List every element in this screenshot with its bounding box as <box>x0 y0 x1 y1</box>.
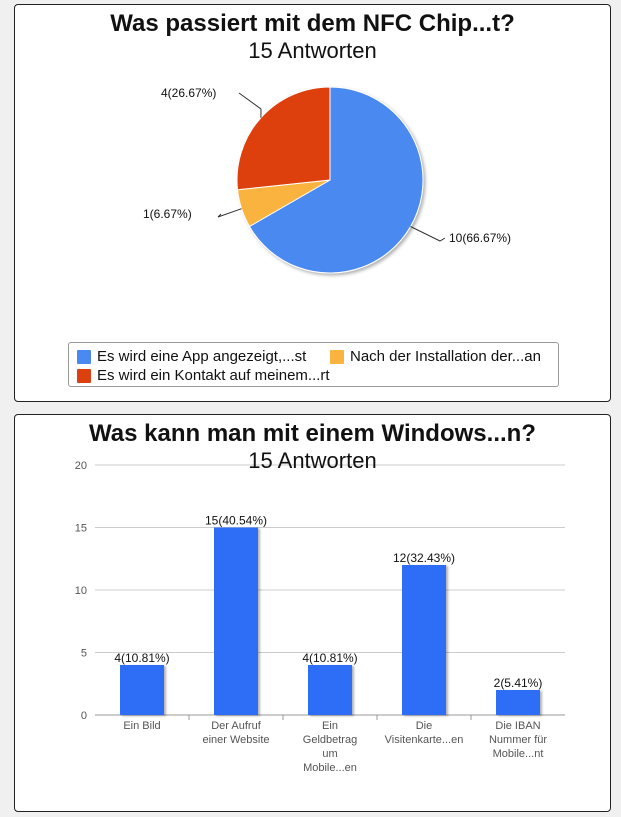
legend-item-installation[interactable]: Nach der Installation der...an <box>330 348 541 365</box>
bar[interactable] <box>402 565 446 715</box>
x-tick-label: Ein Geldbetrag um Mobile...en <box>303 720 357 774</box>
legend-item-app[interactable]: Es wird eine App angezeigt,...st <box>77 348 306 365</box>
pie-slice[interactable] <box>236 86 331 191</box>
bar-data-label: 12(32.43%) <box>393 551 455 565</box>
legend-swatch <box>77 349 91 364</box>
legend-label: Nach der Installation der...an <box>350 348 541 365</box>
bar[interactable] <box>496 690 540 715</box>
bar-data-label: 4(10.81%) <box>302 651 357 665</box>
legend-label: Es wird ein Kontakt auf meinem...rt <box>97 367 330 384</box>
pie-slice-label: 10(66.67%) <box>449 231 511 245</box>
legend-swatch <box>77 368 91 383</box>
pie-slice-label: 4(26.67%) <box>161 86 216 100</box>
y-tick-label: 20 <box>75 460 87 472</box>
legend-swatch <box>330 349 344 364</box>
pie-slice-label: 1(6.67%) <box>143 207 192 221</box>
pie-label-leader <box>410 226 446 242</box>
bar-data-label: 15(40.54%) <box>205 514 267 528</box>
bar-chart-panel: Was kann man mit einem Windows...n? 0 5 10… <box>14 414 611 812</box>
y-tick-label: 0 <box>81 710 87 722</box>
bar-data-label: 4(10.81%) <box>114 651 169 665</box>
pie-chart-subtitle: 15 Antworten <box>248 38 377 63</box>
pie-label-leader <box>217 208 242 218</box>
legend-label: Es wird eine App angezeigt,...st <box>97 348 307 365</box>
y-tick-label: 10 <box>75 585 87 597</box>
x-tick-label: Ein Bild <box>123 720 160 732</box>
y-tick-label: 15 <box>75 523 87 535</box>
legend-item-kontakt[interactable]: Es wird ein Kontakt auf meinem...rt <box>77 367 330 384</box>
bar-chart: 0 5 10 15 20 4(10.81%) Ein Bild 15(40.54%) Der A… <box>75 460 565 774</box>
bar-chart-title: Was kann man mit einem Windows...n? <box>89 420 536 447</box>
bar[interactable] <box>214 527 258 716</box>
y-tick-label: 5 <box>81 648 87 660</box>
pie-chart: 10(66.67%) 1(6.67%) 4(26.67%) <box>143 86 511 274</box>
pie-chart-panel: Was passiert mit dem NFC Chip...t? 15 An… <box>14 4 611 402</box>
bar[interactable] <box>308 665 352 715</box>
pie-label-leader <box>238 92 262 118</box>
pie-legend: Es wird eine App angezeigt,...st Nach de… <box>68 342 559 387</box>
bar-data-label: 2(5.41%) <box>494 676 543 690</box>
x-tick-label: Die Visitenkarte...en <box>385 720 464 746</box>
x-tick-label: Die IBAN Nummer für Mobile...nt <box>489 720 547 760</box>
bar[interactable] <box>120 665 164 715</box>
bar-chart-subtitle: 15 Antworten <box>248 448 377 473</box>
pie-chart-title: Was passiert mit dem NFC Chip...t? <box>110 10 515 37</box>
pie-slice[interactable] <box>248 86 424 274</box>
x-tick-label: Der Aufruf einer Website <box>202 720 269 746</box>
